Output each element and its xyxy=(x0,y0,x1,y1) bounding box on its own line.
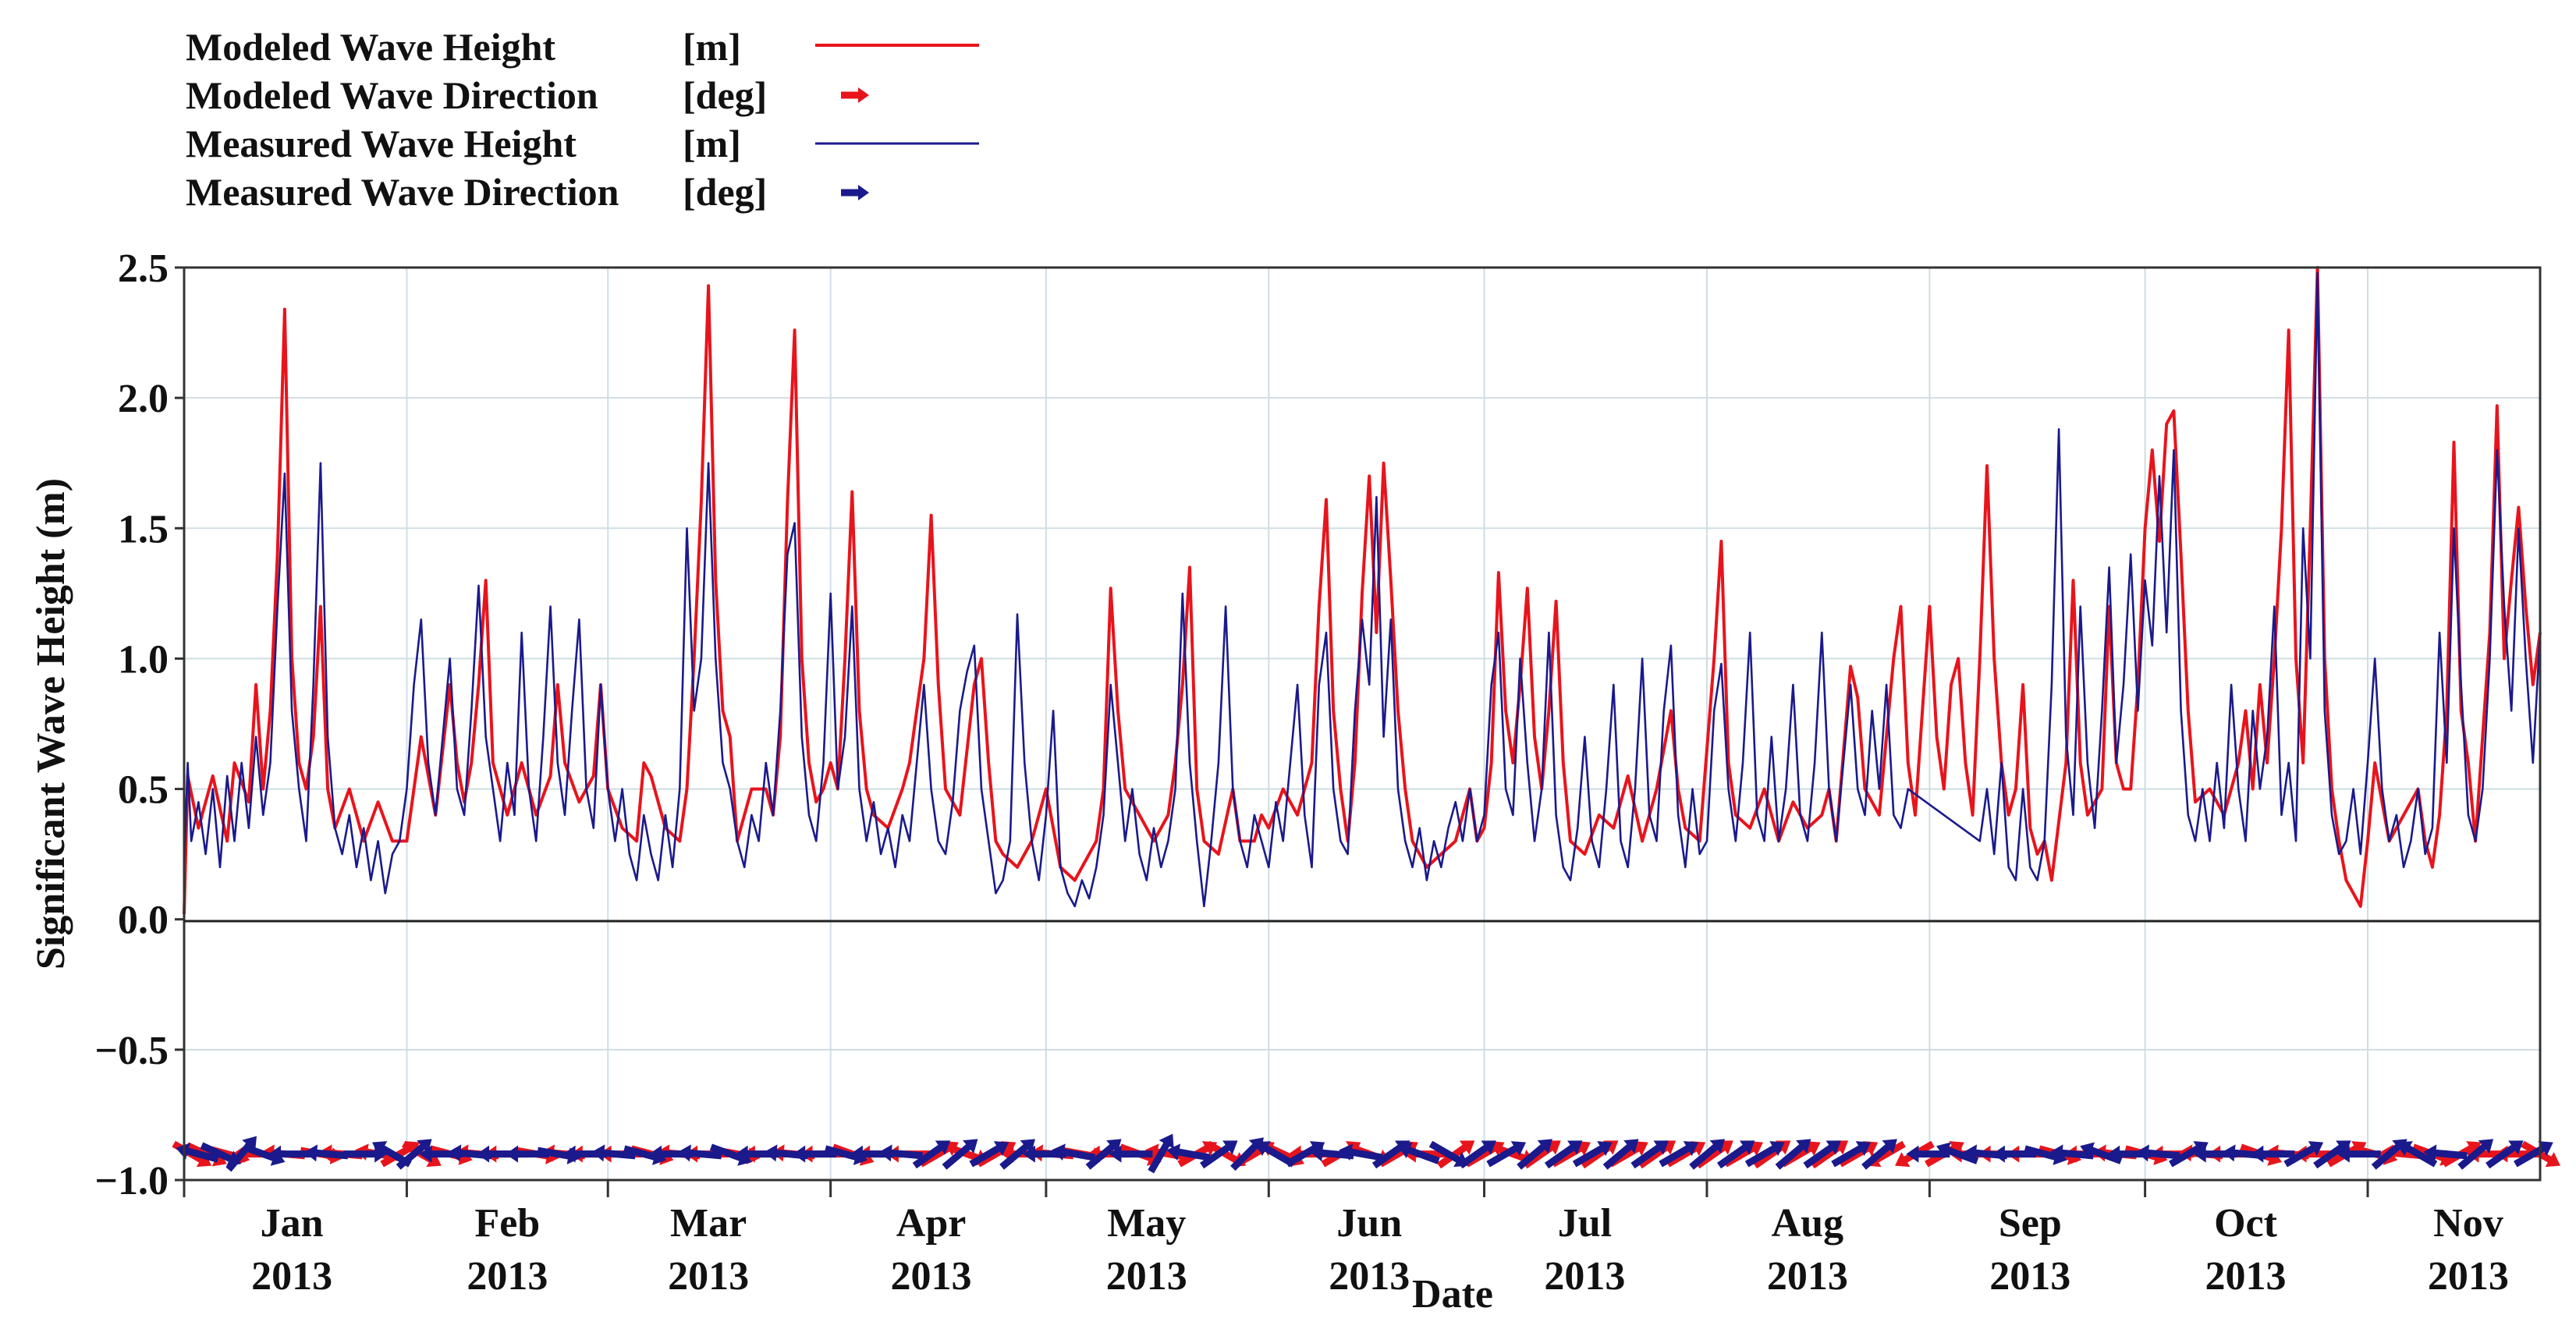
legend-label-modeled-direction: Modeled Wave Direction xyxy=(186,73,598,117)
measured-wave-direction-arrow xyxy=(969,1141,1009,1168)
measured-wave-direction-arrow xyxy=(304,1144,349,1162)
measured-wave-direction-arrow xyxy=(2457,1139,2494,1170)
measured-wave-direction-arrow xyxy=(793,1145,837,1163)
y-tick-label: 1.0 xyxy=(118,637,169,682)
series-layer xyxy=(183,266,2542,915)
legend-label-modeled-height: Modeled Wave Height xyxy=(186,25,555,69)
plot-frame xyxy=(183,266,2542,1182)
measured-wave-direction-arrow xyxy=(1831,1141,1872,1168)
y-tick-label: 2.5 xyxy=(118,246,169,291)
x-tick-label-year: 2013 xyxy=(2205,1254,2287,1299)
x-tick-label-month: Mar xyxy=(670,1201,747,1246)
x-tick-label-month: Aug xyxy=(1772,1201,1843,1246)
x-tick-label-year: 2013 xyxy=(251,1254,332,1299)
y-tick-label: −1.0 xyxy=(94,1159,169,1203)
legend-label-measured-height: Measured Wave Height xyxy=(186,122,577,165)
x-tick-label-month: May xyxy=(1107,1201,1186,1246)
measured-wave-height-line xyxy=(183,271,2542,908)
y-tick-label: −0.5 xyxy=(94,1029,169,1073)
x-axis-title: Date xyxy=(1412,1272,1493,1317)
measured-wave-direction-arrow xyxy=(1339,1143,1383,1161)
measured-wave-direction-arrow xyxy=(2169,1141,2209,1168)
x-tick-label-year: 2013 xyxy=(1329,1254,1410,1299)
direction-arrows xyxy=(172,1133,2560,1174)
x-tick-label-year: 2013 xyxy=(1767,1254,1848,1299)
legend-swatch-modeled-direction-icon xyxy=(841,87,869,103)
measured-wave-direction-arrow xyxy=(1775,1139,1811,1170)
x-tick-label-year: 2013 xyxy=(2428,1254,2509,1299)
x-tick-label-year: 2013 xyxy=(1544,1254,1625,1299)
measured-wave-direction-arrow xyxy=(1486,1141,1527,1168)
x-tick-label-year: 2013 xyxy=(1106,1254,1187,1299)
measured-wave-direction-arrow xyxy=(1744,1141,1785,1168)
measured-wave-direction-arrow xyxy=(1544,1140,1583,1169)
x-tick-label-year: 2013 xyxy=(891,1254,972,1299)
y-axis-title: Significant Wave Height (m) xyxy=(29,478,73,969)
measured-wave-direction-arrow xyxy=(2136,1144,2180,1162)
measured-wave-direction-arrow xyxy=(1602,1139,1639,1170)
x-axis-ticks: Jan 2013 Feb 2013 Mar 2013 Apr 2013 May 2013 Jun 20… xyxy=(183,1180,2509,1299)
y-tick-label: 0.5 xyxy=(118,768,169,813)
measured-wave-direction-arrow xyxy=(2486,1140,2524,1169)
gridlines xyxy=(184,268,2540,1180)
measured-wave-direction-arrow xyxy=(1148,1133,1174,1174)
measured-wave-direction-arrow xyxy=(678,1144,722,1162)
measured-wave-direction-arrow xyxy=(1716,1140,1755,1169)
measured-wave-direction-arrow xyxy=(2423,1144,2468,1162)
measured-wave-direction-arrow xyxy=(1659,1141,1699,1168)
x-tick-label-year: 2013 xyxy=(467,1254,548,1299)
measured-wave-direction-arrow xyxy=(2336,1145,2381,1163)
measured-wave-direction-arrow xyxy=(2313,1140,2351,1169)
legend-entry-modeled-height: Modeled Wave Height [m] xyxy=(186,25,979,69)
measured-wave-direction-arrow xyxy=(1200,1140,1238,1169)
measured-wave-direction-arrow xyxy=(1397,1142,1440,1164)
x-tick-label-month: Feb xyxy=(474,1201,540,1246)
measured-wave-direction-arrow xyxy=(1803,1140,1841,1169)
measured-wave-direction-arrow xyxy=(1109,1145,1153,1163)
measured-wave-direction-arrow xyxy=(2283,1141,2324,1168)
legend: Modeled Wave Height [m] Modeled Wave Dir… xyxy=(186,25,979,214)
x-tick-label-month: Oct xyxy=(2214,1201,2278,1246)
x-tick-label-year: 2013 xyxy=(1989,1254,2070,1299)
y-tick-label: 2.0 xyxy=(118,377,169,421)
measured-wave-direction-arrow xyxy=(1630,1140,1669,1169)
legend-entry-measured-direction: Measured Wave Direction [deg] xyxy=(186,170,869,214)
legend-unit-measured-height: [m] xyxy=(683,122,741,165)
y-tick-label: 1.5 xyxy=(118,507,169,551)
measured-wave-direction-arrow xyxy=(1861,1139,1897,1170)
measured-wave-direction-arrow xyxy=(1052,1143,1096,1161)
measured-wave-direction-arrow xyxy=(942,1139,978,1170)
x-tick-label-month: Jan xyxy=(261,1201,324,1246)
legend-swatch-measured-direction-icon xyxy=(841,185,869,200)
measured-wave-direction-arrow xyxy=(1936,1142,1979,1164)
measured-wave-direction-arrow xyxy=(1572,1141,1613,1168)
legend-entry-measured-height: Measured Wave Height [m] xyxy=(186,122,979,165)
x-tick-label-month: Jun xyxy=(1336,1201,1402,1246)
legend-unit-measured-direction: [deg] xyxy=(683,170,767,214)
x-tick-label-year: 2013 xyxy=(668,1254,749,1299)
measured-wave-direction-arrow xyxy=(912,1140,951,1169)
x-tick-label-month: Nov xyxy=(2433,1201,2503,1246)
measured-wave-direction-arrow xyxy=(1992,1145,2036,1163)
measured-wave-direction-arrow xyxy=(268,1145,313,1163)
x-tick-label-month: Jul xyxy=(1558,1201,1612,1246)
legend-unit-modeled-height: [m] xyxy=(683,25,741,69)
measured-wave-direction-arrow xyxy=(1689,1139,1725,1170)
measured-wave-direction-arrow xyxy=(878,1144,923,1162)
measured-wave-direction-arrow xyxy=(2397,1141,2438,1168)
legend-label-measured-direction: Measured Wave Direction xyxy=(186,170,619,214)
modeled-wave-height-line xyxy=(183,266,2542,915)
x-tick-label-month: Sep xyxy=(1999,1201,2062,1246)
measured-wave-direction-arrow xyxy=(1458,1140,1496,1169)
measured-wave-direction-arrow xyxy=(1166,1143,1211,1161)
x-tick-label-month: Apr xyxy=(896,1201,967,1246)
y-axis-ticks: 2.5 2.0 1.5 1.0 0.5 0.0 −0.5 −1.0 xyxy=(94,246,184,1203)
y-tick-label: 0.0 xyxy=(118,898,169,943)
measured-wave-direction-arrow xyxy=(591,1144,636,1162)
legend-entry-modeled-direction: Modeled Wave Direction [deg] xyxy=(186,73,869,117)
measured-wave-direction-arrow xyxy=(2251,1145,2295,1163)
measured-wave-direction-arrow xyxy=(1517,1139,1552,1170)
legend-unit-modeled-direction: [deg] xyxy=(683,73,767,117)
